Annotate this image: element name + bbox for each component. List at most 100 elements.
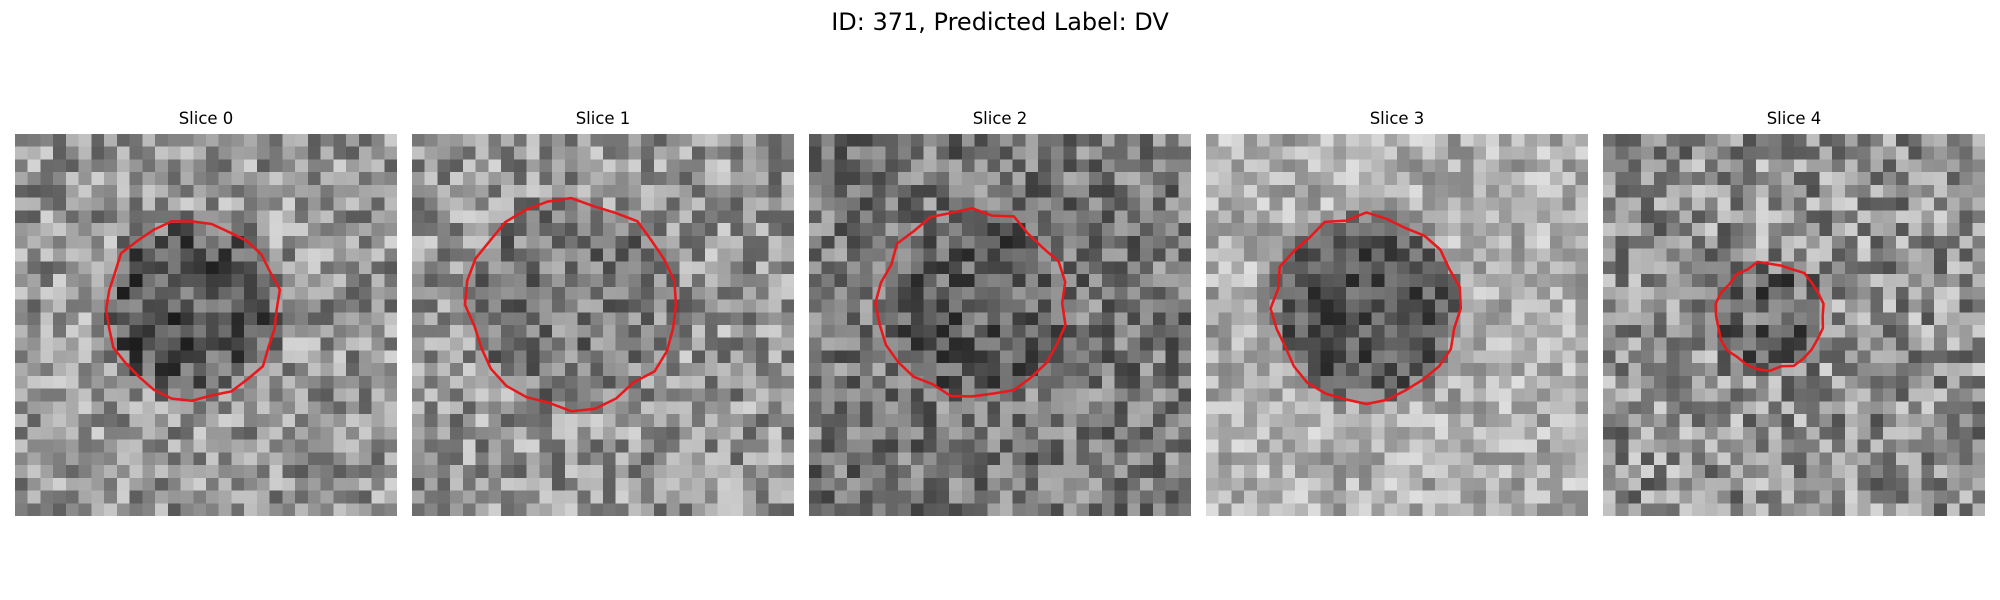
pixel (1603, 375, 1616, 389)
pixel (1666, 503, 1680, 516)
pixel (1101, 503, 1115, 516)
pixel (78, 286, 92, 300)
pixel (526, 375, 540, 389)
pixel (450, 235, 464, 249)
pixel (1934, 439, 1948, 453)
pixel (116, 286, 130, 300)
pixel (1101, 146, 1115, 160)
pixel (1346, 312, 1360, 326)
pixel (577, 274, 591, 288)
pixel (1244, 274, 1258, 288)
pixel (307, 439, 321, 453)
pixel (615, 197, 629, 211)
pixel (1679, 452, 1693, 466)
pixel (1628, 235, 1642, 249)
pixel (15, 274, 28, 288)
pixel (987, 439, 1001, 453)
pixel (1743, 350, 1757, 364)
pixel (1114, 452, 1128, 466)
pixel (847, 197, 861, 211)
pixel (885, 146, 899, 160)
pixel (475, 286, 489, 300)
pixel (1025, 299, 1039, 313)
pixel (1206, 350, 1219, 364)
pixel (78, 223, 92, 237)
pixel (1717, 235, 1731, 249)
pixel (834, 414, 848, 428)
pixel (1679, 248, 1693, 262)
pixel (628, 490, 642, 504)
pixel (1384, 197, 1398, 211)
pixel (949, 452, 963, 466)
pixel (155, 401, 169, 415)
pixel (501, 312, 515, 326)
pixel (577, 350, 591, 364)
pixel (1409, 261, 1423, 275)
pixel (65, 401, 79, 415)
pixel (1140, 452, 1154, 466)
pixel (1307, 274, 1321, 288)
pixel (1127, 414, 1141, 428)
pixel (320, 388, 334, 402)
pixel (475, 159, 489, 173)
pixel (1206, 261, 1219, 275)
pixel (1768, 146, 1782, 160)
pixel (1653, 299, 1667, 313)
pixel (40, 286, 54, 300)
pixel (987, 401, 1001, 415)
pixel (1666, 375, 1680, 389)
pixel (40, 426, 54, 440)
pixel (628, 299, 642, 313)
pixel (15, 337, 28, 351)
pixel (590, 503, 604, 516)
pixel (1934, 286, 1948, 300)
pixel (628, 261, 642, 275)
pixel (129, 172, 143, 186)
pixel (1832, 426, 1846, 440)
pixel (295, 375, 309, 389)
pixel (1498, 274, 1512, 288)
pixel (1628, 325, 1642, 338)
pixel (116, 184, 130, 198)
pixel (1218, 401, 1232, 415)
pixel (358, 248, 372, 262)
pixel (730, 248, 744, 262)
pixel (1063, 159, 1077, 173)
pixel (1921, 146, 1935, 160)
pixel (730, 337, 744, 351)
pixel (1473, 134, 1487, 147)
pixel (412, 274, 425, 288)
pixel (1063, 146, 1077, 160)
pixel (1730, 503, 1744, 516)
pixel (974, 490, 988, 504)
pixel (1806, 426, 1820, 440)
pixel (65, 477, 79, 491)
pixel (730, 465, 744, 479)
pixel (1641, 210, 1655, 224)
pixel (692, 223, 706, 237)
pixel (1384, 426, 1398, 440)
pixel (1358, 184, 1372, 198)
pixel (1562, 159, 1576, 173)
pixel (974, 363, 988, 377)
pixel (1768, 299, 1782, 313)
pixel (282, 299, 296, 313)
pixel (1537, 134, 1551, 147)
pixel (1857, 248, 1871, 262)
pixel (346, 261, 360, 275)
pixel (1653, 465, 1667, 479)
pixel (1946, 401, 1960, 415)
pixel (1231, 414, 1245, 428)
pixel (1908, 414, 1922, 428)
pixel (269, 375, 283, 389)
pixel (1256, 248, 1270, 262)
pixel (1025, 312, 1039, 326)
pixel (1615, 439, 1629, 453)
pixel (859, 401, 873, 415)
pixel (923, 503, 937, 516)
pixel (1641, 299, 1655, 313)
pixel (1511, 299, 1525, 313)
pixel (885, 134, 899, 147)
pixel (859, 274, 873, 288)
pixel (1921, 312, 1935, 326)
